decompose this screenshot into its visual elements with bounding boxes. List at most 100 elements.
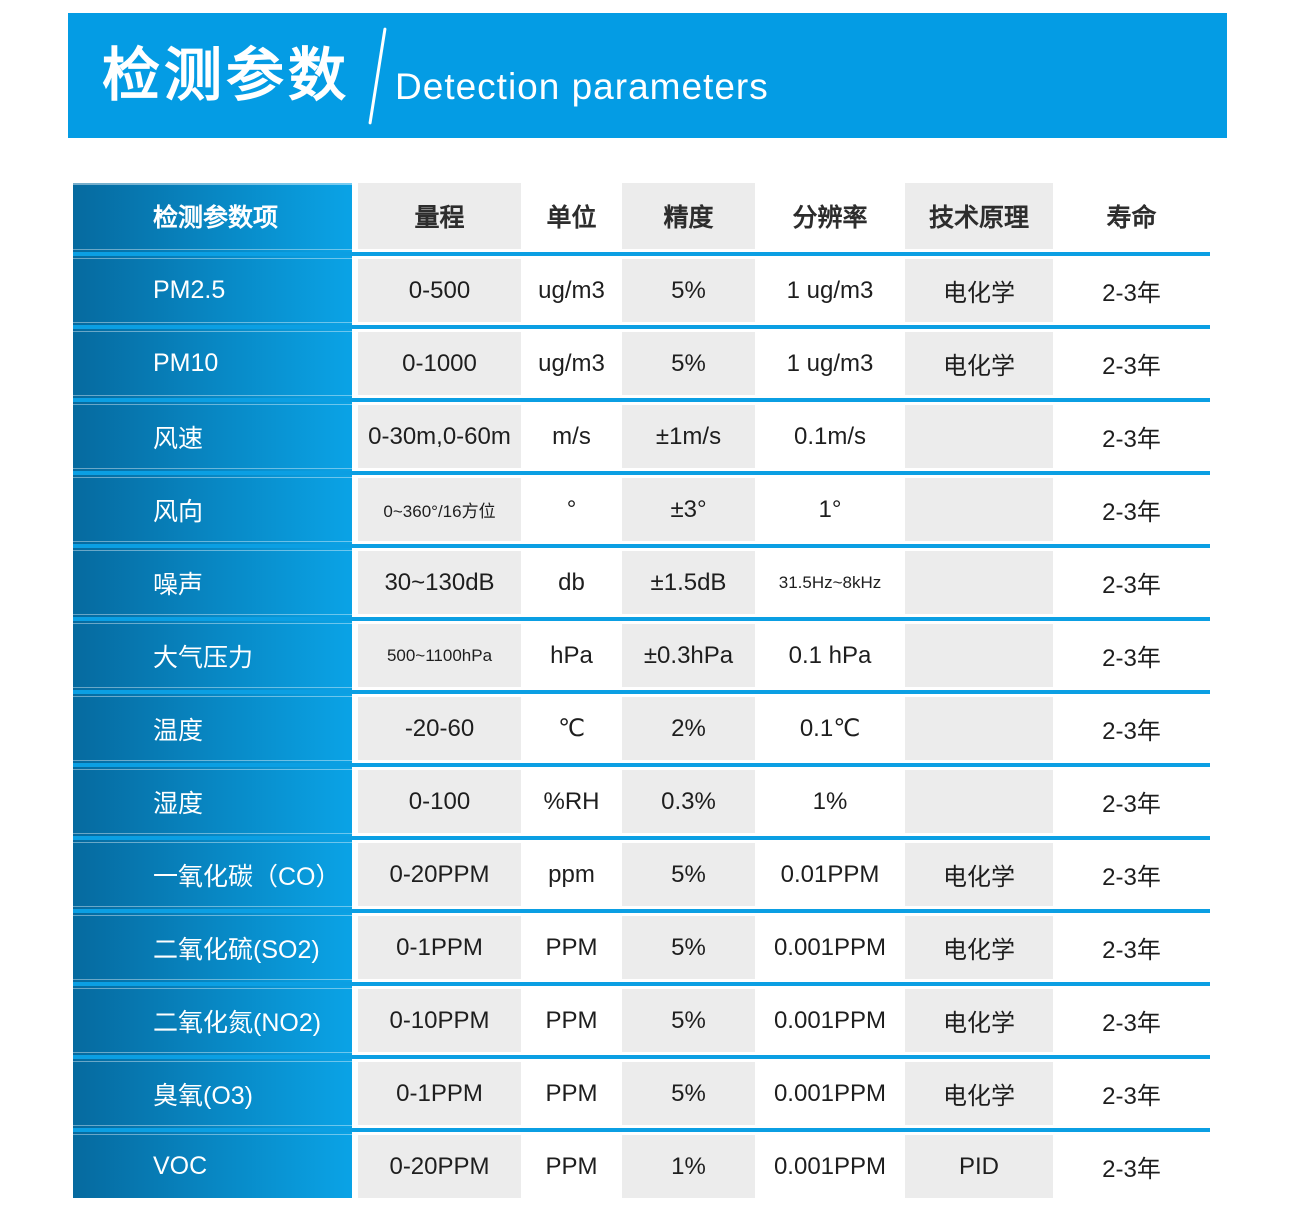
cell-unit: PPM [545, 1152, 598, 1180]
column-header-unit: 单位 [546, 204, 597, 232]
cell-resolution: 0.001PPM [773, 1006, 887, 1034]
cell-resolution: 0.1℃ [799, 715, 861, 742]
cell-accuracy: 5% [622, 332, 755, 395]
column-header-principle: 技术原理 [905, 183, 1053, 249]
slash-divider [368, 26, 387, 125]
cell-range: 0-1000 [358, 332, 521, 395]
cell-life: 2-3年 [1102, 426, 1161, 453]
table-row: PM10 0-1000 ug/m3 5% 1 ug/m3 电化学 2-3年 [73, 332, 1210, 395]
row-divider [73, 322, 1210, 332]
cell-principle [905, 551, 1053, 614]
row-divider [73, 249, 1210, 259]
cell-range: 0-30m,0-60m [358, 405, 521, 468]
cell-range: 0-20PPM [358, 1135, 521, 1198]
cell-resolution: 0.001PPM [773, 1079, 887, 1107]
cell-range: 500~1100hPa [358, 624, 521, 687]
cell-life: 2-3年 [1102, 1010, 1161, 1037]
cell-accuracy: 0.3% [622, 770, 755, 833]
row-divider [73, 395, 1210, 405]
cell-unit: ppm [548, 860, 595, 888]
cell-param: 温度 [153, 716, 204, 745]
cell-param: 二氧化氮(NO2) [153, 1008, 322, 1037]
cell-resolution: 1 ug/m3 [786, 276, 874, 304]
cell-principle [905, 478, 1053, 541]
cell-range: 0-10PPM [358, 989, 521, 1052]
cell-unit: %RH [543, 787, 600, 815]
cell-resolution: 0.001PPM [773, 1152, 887, 1180]
cell-principle: 电化学 [905, 1062, 1053, 1125]
column-header-range: 量程 [358, 183, 521, 249]
cell-accuracy: ±1.5dB [622, 551, 755, 614]
cell-range: 30~130dB [358, 551, 521, 614]
cell-principle [905, 770, 1053, 833]
row-divider [73, 1125, 1210, 1135]
cell-unit: db [558, 568, 585, 596]
cell-life: 2-3年 [1102, 1156, 1161, 1183]
column-header-life: 寿命 [1106, 204, 1157, 232]
cell-param: 风速 [153, 424, 204, 453]
table-row: 臭氧(O3) 0-1PPM PPM 5% 0.001PPM 电化学 2-3年 [73, 1062, 1210, 1125]
cell-unit: PPM [545, 1079, 598, 1107]
table-row: 一氧化碳（CO） 0-20PPM ppm 5% 0.01PPM 电化学 2-3年 [73, 843, 1210, 906]
cell-accuracy: 5% [622, 989, 755, 1052]
table-row: 大气压力 500~1100hPa hPa ±0.3hPa 0.1 hPa 2-3… [73, 624, 1210, 687]
cell-resolution: 0.01PPM [780, 860, 880, 888]
cell-resolution: 1° [818, 495, 842, 523]
cell-life: 2-3年 [1102, 353, 1161, 380]
cell-param: 湿度 [153, 789, 204, 818]
cell-unit: PPM [545, 933, 598, 961]
cell-resolution: 0.1m/s [793, 422, 867, 450]
cell-param: 大气压力 [153, 643, 254, 672]
cell-range: 0-500 [358, 259, 521, 322]
row-divider [73, 1052, 1210, 1062]
cell-range: 0~360°/16方位 [358, 478, 521, 541]
row-divider [73, 833, 1210, 843]
cell-life: 2-3年 [1102, 280, 1161, 307]
cell-accuracy: 5% [622, 259, 755, 322]
cell-param: PM10 [153, 349, 219, 377]
cell-accuracy: ±0.3hPa [622, 624, 755, 687]
table-header-row: 检测参数项 量程 单位 精度 分辨率 技术原理 寿命 [73, 183, 1210, 249]
cell-resolution: 0.001PPM [773, 933, 887, 961]
page-title-en: Detection parameters [395, 66, 769, 107]
cell-principle: 电化学 [905, 259, 1053, 322]
row-divider [73, 468, 1210, 478]
table-row: 二氧化氮(NO2) 0-10PPM PPM 5% 0.001PPM 电化学 2-… [73, 989, 1210, 1052]
table-row: 二氧化硫(SO2) 0-1PPM PPM 5% 0.001PPM 电化学 2-3… [73, 916, 1210, 979]
cell-principle [905, 405, 1053, 468]
cell-life: 2-3年 [1102, 718, 1161, 745]
cell-principle: 电化学 [905, 843, 1053, 906]
cell-unit: ° [566, 495, 577, 523]
cell-accuracy: 5% [622, 916, 755, 979]
header-banner: 检测参数 Detection parameters [68, 13, 1227, 138]
cell-param: 风向 [153, 497, 204, 526]
cell-param: 臭氧(O3) [153, 1081, 254, 1110]
cell-resolution: 0.1 hPa [788, 641, 872, 669]
cell-range: -20-60 [358, 697, 521, 760]
row-divider [73, 614, 1210, 624]
table-row: 温度 -20-60 ℃ 2% 0.1℃ 2-3年 [73, 697, 1210, 760]
page-title-cn: 检测参数 [102, 42, 351, 108]
cell-principle: 电化学 [905, 332, 1053, 395]
row-divider [73, 760, 1210, 770]
cell-life: 2-3年 [1102, 645, 1161, 672]
table-row: 噪声 30~130dB db ±1.5dB 31.5Hz~8kHz 2-3年 [73, 551, 1210, 614]
row-divider [73, 979, 1210, 989]
cell-range: 0-100 [358, 770, 521, 833]
cell-accuracy: ±3° [622, 478, 755, 541]
cell-param: VOC [153, 1152, 208, 1180]
cell-unit: ℃ [558, 715, 585, 742]
cell-life: 2-3年 [1102, 572, 1161, 599]
cell-principle [905, 697, 1053, 760]
cell-param: 二氧化硫(SO2) [153, 935, 320, 964]
table-row: 湿度 0-100 %RH 0.3% 1% 2-3年 [73, 770, 1210, 833]
cell-life: 2-3年 [1102, 864, 1161, 891]
cell-param: PM2.5 [153, 276, 226, 304]
cell-accuracy: 5% [622, 843, 755, 906]
table-row: 风速 0-30m,0-60m m/s ±1m/s 0.1m/s 2-3年 [73, 405, 1210, 468]
table-row: PM2.5 0-500 ug/m3 5% 1 ug/m3 电化学 2-3年 [73, 259, 1210, 322]
cell-principle: PID [905, 1135, 1053, 1198]
cell-unit: m/s [552, 422, 591, 450]
cell-principle: 电化学 [905, 916, 1053, 979]
